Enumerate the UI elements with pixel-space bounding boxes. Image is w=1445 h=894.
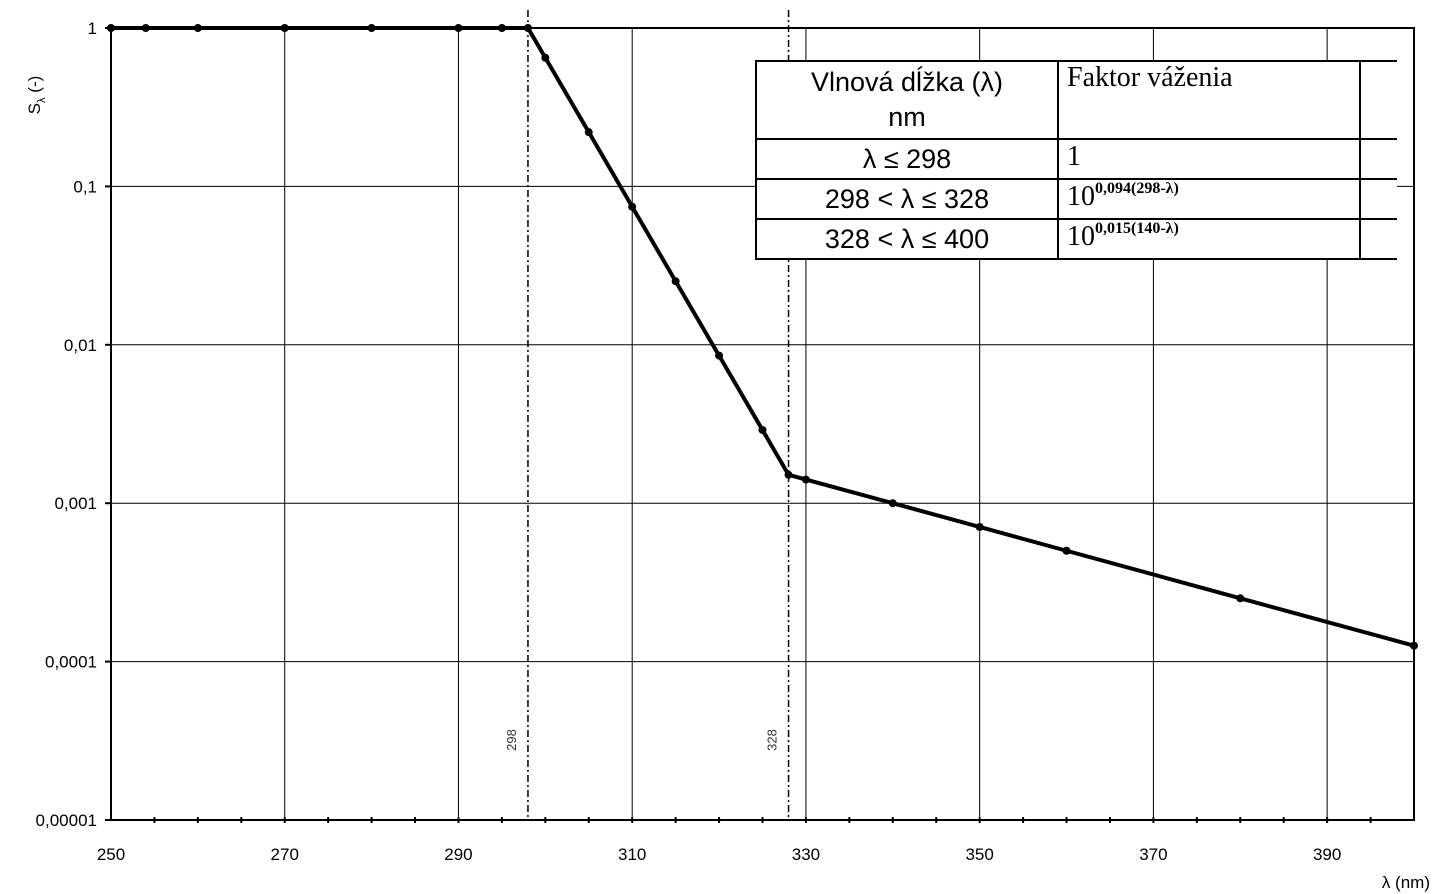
header-wavelength: Vlnová dĺžka (λ) nm xyxy=(755,60,1059,140)
table-row: 328 < λ ≤ 400 100,015(140-λ) xyxy=(755,218,1397,260)
data-point xyxy=(801,475,810,484)
x-tick-label: 330 xyxy=(792,845,820,864)
table-row: 298 < λ ≤ 328 100,094(298-λ) xyxy=(755,178,1397,220)
x-tick-label: 350 xyxy=(965,845,993,864)
data-point xyxy=(523,24,532,32)
data-point xyxy=(1236,594,1245,603)
table-edge-cell xyxy=(1359,138,1397,180)
series xyxy=(107,24,1418,650)
weighting-factor-table: Vlnová dĺžka (λ) nm Faktor váženia λ ≤ 29… xyxy=(755,60,1397,260)
y-tick-label: 0,1 xyxy=(73,177,97,196)
data-point xyxy=(497,24,506,32)
y-tick-label: 0,001 xyxy=(54,494,97,513)
range-cell: 298 < λ ≤ 328 xyxy=(755,178,1059,220)
y-tick-label: 0,00001 xyxy=(36,811,97,830)
data-point xyxy=(784,470,793,479)
table-header-row: Vlnová dĺžka (λ) nm Faktor váženia xyxy=(755,60,1397,140)
data-point xyxy=(888,499,897,508)
table-edge-cell xyxy=(1359,218,1397,260)
marker-label: 328 xyxy=(765,729,780,751)
x-tick-label: 270 xyxy=(271,845,299,864)
y-tick-label: 0,0001 xyxy=(45,653,97,672)
data-point xyxy=(975,522,984,531)
table-row: λ ≤ 298 1 xyxy=(755,138,1397,180)
x-axis-title: λ (nm) xyxy=(1382,873,1430,892)
threshold-markers: 298 328 xyxy=(504,10,790,820)
table-edge-cell xyxy=(1359,178,1397,220)
data-point xyxy=(107,24,115,32)
factor-cell: 100,094(298-λ) xyxy=(1057,178,1361,220)
data-point xyxy=(541,53,550,62)
x-tick-label: 370 xyxy=(1139,845,1167,864)
range-cell: 328 < λ ≤ 400 xyxy=(755,218,1059,260)
marker-label: 298 xyxy=(504,729,519,751)
data-point xyxy=(367,24,376,32)
x-tick-label: 290 xyxy=(444,845,472,864)
x-tick-label: 390 xyxy=(1313,845,1341,864)
x-axis: 250 270 290 310 330 350 370 390 xyxy=(97,817,1372,864)
factor-cell: 1 xyxy=(1057,138,1361,180)
data-point xyxy=(758,425,767,434)
data-point xyxy=(454,24,463,32)
factor-cell: 100,015(140-λ) xyxy=(1057,218,1361,260)
x-tick-label: 250 xyxy=(97,845,125,864)
data-point xyxy=(193,24,202,32)
data-point xyxy=(1062,546,1071,555)
data-point xyxy=(280,24,289,32)
data-point xyxy=(1410,641,1418,650)
y-tick-label: 0,01 xyxy=(64,336,97,355)
data-point xyxy=(628,202,637,211)
x-tick-label: 310 xyxy=(618,845,646,864)
data-point xyxy=(671,277,680,286)
data-point xyxy=(141,24,150,32)
data-point xyxy=(715,351,724,360)
data-point xyxy=(584,128,593,137)
table-edge-cell xyxy=(1359,60,1397,140)
y-axis-title: Sλ (-) xyxy=(25,76,48,115)
y-tick-label: 1 xyxy=(88,19,97,38)
header-weighting-factor: Faktor váženia xyxy=(1057,60,1361,140)
y-axis: 1 0,1 0,01 0,001 0,0001 0,00001 xyxy=(36,19,111,830)
range-cell: λ ≤ 298 xyxy=(755,138,1059,180)
